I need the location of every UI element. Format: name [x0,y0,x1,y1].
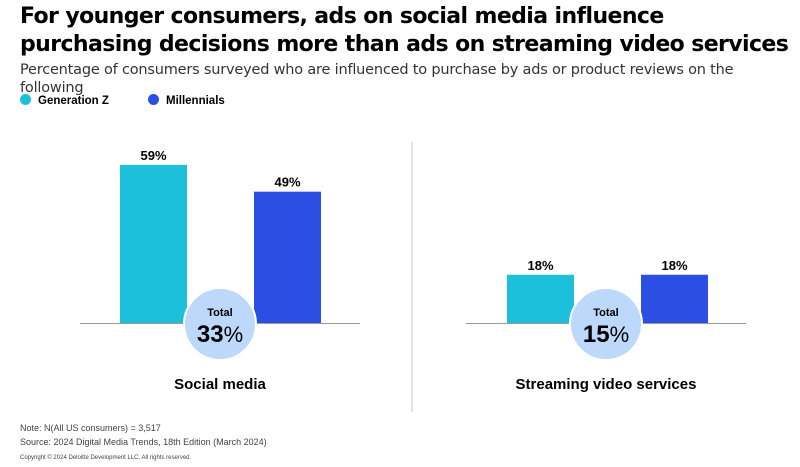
legend-item-generation-z: Generation Z [20,94,109,108]
category-label-social-media: Social media [174,376,266,393]
chart-subtitle: Percentage of consumers surveyed who are… [20,62,734,96]
note-text: Note: N(All US consumers) = 3,517 [20,423,161,433]
total-number-social-media: 33 [197,321,224,348]
total-badge-social-media [183,287,257,361]
legend-label-millennials: Millennials [166,95,225,107]
total-unit-social-media: % [224,322,244,347]
category-label-streaming-video-services: Streaming video services [516,376,697,393]
legend-item-millennials: Millennials [148,94,225,108]
source-text: Source: 2024 Digital Media Trends, 18th … [20,437,267,447]
total-badge-streaming-video-services [569,287,643,361]
data-label-streaming-video-services-millennials: 18% [661,258,687,273]
total-value-social-media: 33% [197,321,243,348]
total-label-social-media: Total [207,307,232,319]
data-label-social-media-millennials: 49% [274,175,300,190]
legend-swatch-generation-z [20,94,31,105]
total-unit-streaming-video-services: % [610,322,630,347]
bar-streaming-video-services-millennials [641,274,708,323]
legend-label-generation-z: Generation Z [38,95,109,107]
total-number-streaming-video-services: 15 [583,321,610,348]
notes: Note: N(All US consumers) = 3,517 Source… [20,421,267,449]
copyright-text: Copyright © 2024 Deloitte Development LL… [20,455,192,461]
total-label-streaming-video-services: Total [593,307,618,319]
legend-swatch-millennials [148,94,159,105]
bar-social-media-generation-z [120,164,187,323]
bar-social-media-millennials [254,191,321,323]
total-value-streaming-video-services: 15% [583,321,629,348]
chart-title: For younger consumers, ads on social med… [20,4,789,57]
data-label-social-media-generation-z: 59% [140,148,166,163]
bar-streaming-video-services-generation-z [507,274,574,323]
data-label-streaming-video-services-generation-z: 18% [527,258,553,273]
